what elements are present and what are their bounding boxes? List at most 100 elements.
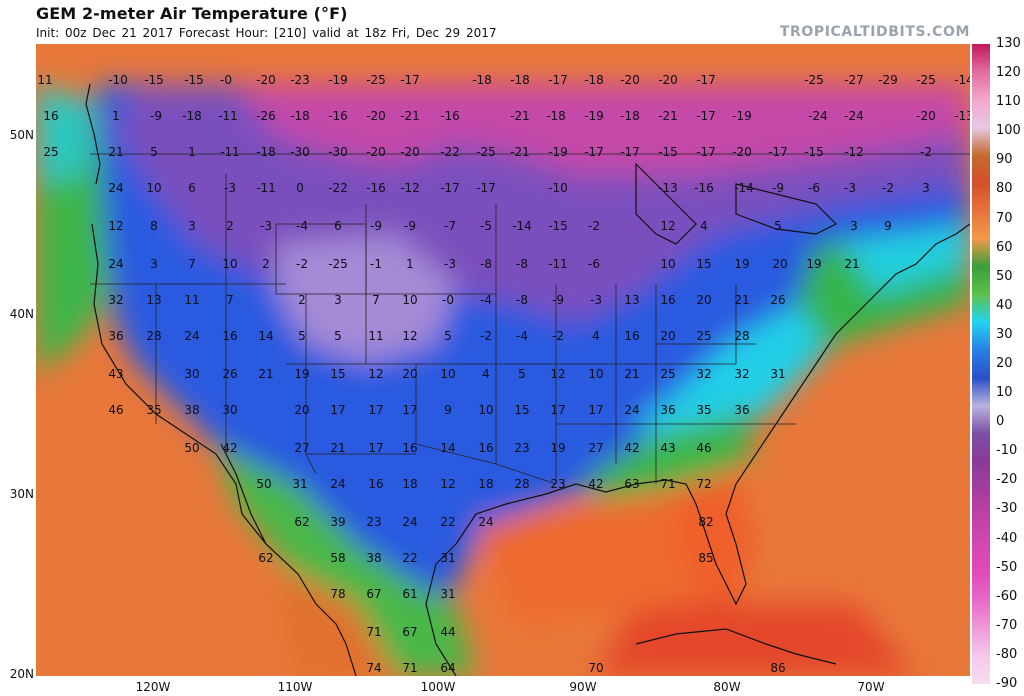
lon-label-100w: 100W (420, 680, 456, 694)
lat-label-30n: 30N (9, 487, 34, 501)
temperature-value: -25 (804, 73, 824, 87)
temperature-value: 64 (440, 661, 455, 675)
temperature-points: 11 -10 -15 -15 -0 -20 -23 -19 -25 -17 -18 -18 -17 -18… (37, 73, 970, 675)
temperature-value: -3 (444, 257, 456, 271)
temperature-value: -15 (184, 73, 204, 87)
temperature-value: -11 (220, 145, 240, 159)
temperature-value: -17 (768, 145, 788, 159)
colorbar-tick-label: 50 (996, 268, 1013, 284)
temperature-value: -22 (440, 145, 460, 159)
temperature-value: 36 (734, 403, 749, 417)
temperature-value: -3 (590, 293, 602, 307)
temperature-value: -18 (182, 109, 202, 123)
temperature-value: -18 (472, 73, 492, 87)
temperature-value: 58 (330, 551, 345, 565)
temperature-value: 28 (734, 329, 749, 343)
temperature-value: 46 (696, 441, 711, 455)
temperature-value: -2 (588, 219, 600, 233)
temperature-value: -8 (480, 257, 492, 271)
temperature-value: 5 (334, 329, 342, 343)
temperature-value: -20 (366, 109, 386, 123)
temperature-value: -2 (552, 329, 564, 343)
temperature-value: -16 (366, 181, 386, 195)
temperature-value: 14 (258, 329, 273, 343)
temperature-value: -19 (584, 109, 604, 123)
temperature-value: 22 (440, 515, 455, 529)
temperature-value: -9 (772, 181, 784, 195)
temperature-value: 5 (150, 145, 158, 159)
temperature-value: 67 (402, 625, 417, 639)
lon-label-80w: 80W (713, 680, 741, 694)
colorbar-tick-label: -20 (996, 472, 1018, 488)
colorbar-tick-label: 0 (996, 414, 1005, 430)
temperature-value: 10 (440, 367, 455, 381)
temperature-value: -2 (296, 257, 308, 271)
temperature-value: 31 (440, 587, 455, 601)
temperature-value: 17 (368, 441, 383, 455)
gulf-warm (476, 494, 686, 624)
temperature-value: 19 (806, 257, 821, 271)
temperature-value: 4 (482, 367, 490, 381)
temperature-value: 16 (660, 293, 675, 307)
temperature-value: 9 (444, 403, 452, 417)
temperature-value: 19 (734, 257, 749, 271)
temperature-value: -16 (328, 109, 348, 123)
temperature-value: 42 (624, 441, 639, 455)
state-borders (90, 153, 970, 485)
temperature-value: 35 (696, 403, 711, 417)
temperature-value: -21 (510, 109, 530, 123)
temperature-value: 82 (698, 515, 713, 529)
temperature-value: 25 (660, 367, 675, 381)
temperature-value: 16 (478, 441, 493, 455)
map-title: GEM 2-meter Air Temperature (°F) (36, 4, 348, 23)
temperature-value: 17 (330, 403, 345, 417)
temperature-value: 32 (696, 367, 711, 381)
temperature-value: 22 (402, 551, 417, 565)
temperature-value: -24 (808, 109, 828, 123)
temperature-value: -19 (548, 145, 568, 159)
temperature-value: 78 (330, 587, 345, 601)
temperature-value: 17 (550, 403, 565, 417)
temperature-value: 31 (440, 551, 455, 565)
temperature-value: 31 (292, 477, 307, 491)
temperature-value: -2 (480, 329, 492, 343)
temperature-value: 3 (150, 257, 158, 271)
temperature-value: -17 (696, 145, 716, 159)
colorbar-tick-label: 30 (996, 326, 1013, 342)
temperature-value: 14 (440, 441, 455, 455)
temperature-value: 25 (696, 329, 711, 343)
temperature-value: 39 (330, 515, 345, 529)
very-cold (236, 84, 970, 174)
temperature-value: -17 (476, 181, 496, 195)
temperature-value: 28 (514, 477, 529, 491)
temperature-value: -5 (480, 219, 492, 233)
temperature-value: 38 (184, 403, 199, 417)
temperature-value: -12 (400, 181, 420, 195)
temperature-value: 3 (188, 219, 196, 233)
temperature-value: 36 (108, 329, 123, 343)
temperature-value: 16 (222, 329, 237, 343)
temperature-value: -25 (366, 73, 386, 87)
temperature-value: -25 (916, 73, 936, 87)
temperature-value: -25 (328, 257, 348, 271)
temperature-value: -4 (480, 293, 492, 307)
temperature-value: -4 (516, 329, 528, 343)
temperature-value: 7 (372, 293, 380, 307)
colorbar-tick-label: -10 (996, 443, 1018, 459)
temperature-value: 62 (294, 515, 309, 529)
temperature-value: -11 (218, 109, 238, 123)
colorbar-tick-label: 80 (996, 181, 1013, 197)
mexico-orange (276, 564, 396, 676)
temperature-value: 27 (294, 441, 309, 455)
temperature-value: -20 (658, 73, 678, 87)
mexico-green (216, 444, 476, 676)
colorbar-tick-label: -90 (996, 676, 1018, 691)
temperature-value: 23 (366, 515, 381, 529)
temperature-value: 46 (108, 403, 123, 417)
temperature-value: 11 (37, 73, 52, 87)
temperature-value: -0 (442, 293, 454, 307)
temperature-value: 38 (366, 551, 381, 565)
temperature-value: -6 (808, 181, 820, 195)
temperature-value: 15 (514, 403, 529, 417)
colorbar-tick-label: 110 (996, 94, 1021, 110)
